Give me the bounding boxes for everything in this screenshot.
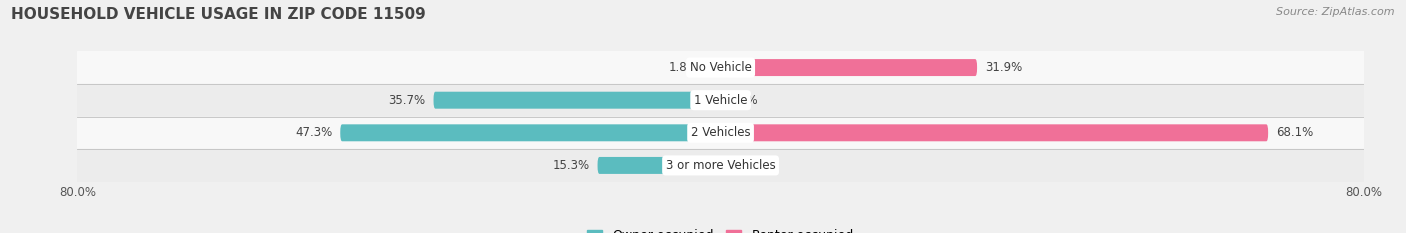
Text: 31.9%: 31.9% bbox=[986, 61, 1022, 74]
Bar bbox=[721, 124, 723, 141]
Bar bbox=[718, 124, 721, 141]
Text: 47.3%: 47.3% bbox=[295, 126, 332, 139]
FancyBboxPatch shape bbox=[340, 124, 721, 141]
Bar bbox=[77, 84, 1364, 116]
Text: No Vehicle: No Vehicle bbox=[689, 61, 752, 74]
Text: 68.1%: 68.1% bbox=[1277, 126, 1313, 139]
Text: Source: ZipAtlas.com: Source: ZipAtlas.com bbox=[1277, 7, 1395, 17]
FancyBboxPatch shape bbox=[433, 92, 721, 109]
Bar bbox=[77, 51, 1364, 84]
Text: 1 Vehicle: 1 Vehicle bbox=[693, 94, 748, 107]
Text: 15.3%: 15.3% bbox=[553, 159, 589, 172]
FancyBboxPatch shape bbox=[721, 59, 977, 76]
Bar bbox=[77, 149, 1364, 182]
Bar bbox=[718, 92, 721, 109]
Bar bbox=[718, 59, 721, 76]
Text: HOUSEHOLD VEHICLE USAGE IN ZIP CODE 11509: HOUSEHOLD VEHICLE USAGE IN ZIP CODE 1150… bbox=[11, 7, 426, 22]
Legend: Owner-occupied, Renter-occupied: Owner-occupied, Renter-occupied bbox=[582, 224, 859, 233]
Text: 2 Vehicles: 2 Vehicles bbox=[690, 126, 751, 139]
FancyBboxPatch shape bbox=[706, 59, 721, 76]
Bar bbox=[77, 116, 1364, 149]
Bar bbox=[718, 157, 721, 174]
FancyBboxPatch shape bbox=[721, 124, 1268, 141]
Text: 0.0%: 0.0% bbox=[728, 94, 758, 107]
Text: 35.7%: 35.7% bbox=[388, 94, 426, 107]
Bar bbox=[721, 59, 723, 76]
Text: 3 or more Vehicles: 3 or more Vehicles bbox=[665, 159, 776, 172]
FancyBboxPatch shape bbox=[598, 157, 721, 174]
Text: 1.8%: 1.8% bbox=[668, 61, 697, 74]
Text: 0.0%: 0.0% bbox=[728, 159, 758, 172]
